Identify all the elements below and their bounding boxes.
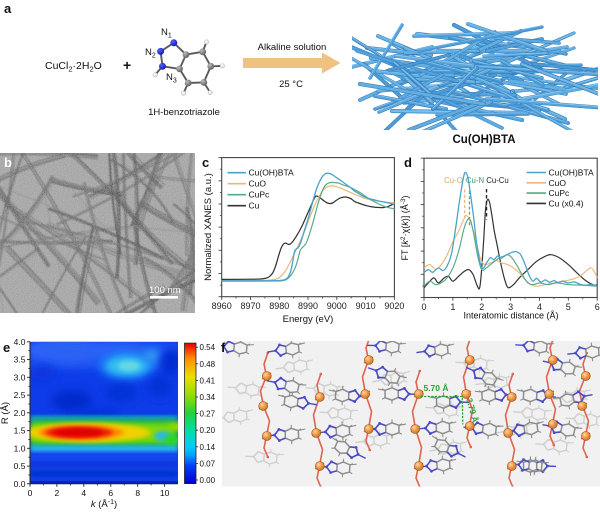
svg-text:0.20: 0.20 [200,426,216,435]
svg-text:3.0: 3.0 [14,372,26,382]
svg-text:N1: N1 [161,27,172,40]
svg-text:c: c [202,155,209,170]
svg-text:8990: 8990 [298,301,318,311]
svg-text:0.34: 0.34 [200,393,216,402]
svg-text:4.0: 4.0 [14,337,26,347]
svg-text:2.5: 2.5 [14,390,26,400]
svg-text:5: 5 [566,302,571,312]
svg-text:Cu(OH)BTA: Cu(OH)BTA [452,134,515,146]
svg-text:f: f [221,340,226,355]
svg-text:6: 6 [108,488,113,498]
svg-text:0: 0 [28,488,33,498]
svg-text:CuPc: CuPc [249,190,271,200]
svg-text:9020: 9020 [384,301,404,311]
svg-text:Cu(OH)BTA: Cu(OH)BTA [249,168,295,178]
svg-text:Cu-O: Cu-O [444,176,463,185]
svg-text:1: 1 [450,302,455,312]
svg-text:FT [k2·χ(k)] (Å-3): FT [k2·χ(k)] (Å-3) [400,196,410,261]
svg-text:d: d [404,155,412,170]
svg-text:2: 2 [479,302,484,312]
svg-text:6: 6 [595,302,600,312]
svg-text:Cu(OH)BTA: Cu(OH)BTA [549,168,595,178]
svg-text:e: e [3,340,10,355]
svg-text:0.54: 0.54 [200,343,216,352]
svg-text:0.0: 0.0 [14,479,26,489]
svg-text:8960: 8960 [212,301,232,311]
svg-text:b: b [4,155,12,170]
svg-text:1.5: 1.5 [14,426,26,436]
svg-text:2.0: 2.0 [14,408,26,418]
svg-text:0.00: 0.00 [200,476,216,485]
svg-text:Normalized XANES (a.u.): Normalized XANES (a.u.) [203,173,214,281]
svg-text:Cu: Cu [249,201,260,211]
svg-text:4: 4 [81,488,86,498]
svg-text:25 °C: 25 °C [279,79,303,90]
svg-text:2: 2 [55,488,60,498]
svg-text:9010: 9010 [356,301,376,311]
svg-text:Cu-Cu: Cu-Cu [486,176,509,185]
svg-text:Alkaline solution: Alkaline solution [258,42,327,53]
svg-text:0: 0 [421,302,426,312]
svg-text:5.70 Å: 5.70 Å [423,383,448,393]
svg-text:1H-benzotriazole: 1H-benzotriazole [148,107,220,118]
svg-text:8980: 8980 [269,301,289,311]
svg-text:Cu-N: Cu-N [466,176,484,185]
svg-text:0.5: 0.5 [14,461,26,471]
svg-text:8: 8 [135,488,140,498]
svg-text:0.07: 0.07 [200,459,216,468]
svg-text:0.48: 0.48 [200,360,216,369]
svg-text:R (Å): R (Å) [0,402,11,424]
svg-text:8970: 8970 [240,301,260,311]
svg-text:Interatomic distance (Å): Interatomic distance (Å) [463,311,558,321]
svg-text:3: 3 [508,302,513,312]
svg-text:3.5: 3.5 [14,355,26,365]
svg-text:k (Å-1): k (Å-1) [91,499,117,510]
svg-text:10: 10 [160,488,170,498]
svg-text:1.0: 1.0 [14,443,26,453]
svg-text:CuCl2·2H2O: CuCl2·2H2O [45,60,102,74]
svg-text:100 nm: 100 nm [149,285,181,296]
svg-text:CuO: CuO [249,179,267,189]
svg-text:0.14: 0.14 [200,443,216,452]
svg-text:+: + [123,57,131,73]
svg-text:N2: N2 [145,47,156,60]
svg-text:Energy (eV): Energy (eV) [283,314,334,325]
svg-text:CuO: CuO [549,178,567,188]
svg-text:0.27: 0.27 [200,410,216,419]
svg-text:Cu (x0.4): Cu (x0.4) [549,198,584,208]
svg-text:CuPc: CuPc [549,188,571,198]
svg-text:4: 4 [537,302,542,312]
svg-text:9000: 9000 [327,301,347,311]
svg-text:a: a [4,1,12,16]
svg-text:0.41: 0.41 [200,376,216,385]
svg-text:N3: N3 [166,72,177,85]
